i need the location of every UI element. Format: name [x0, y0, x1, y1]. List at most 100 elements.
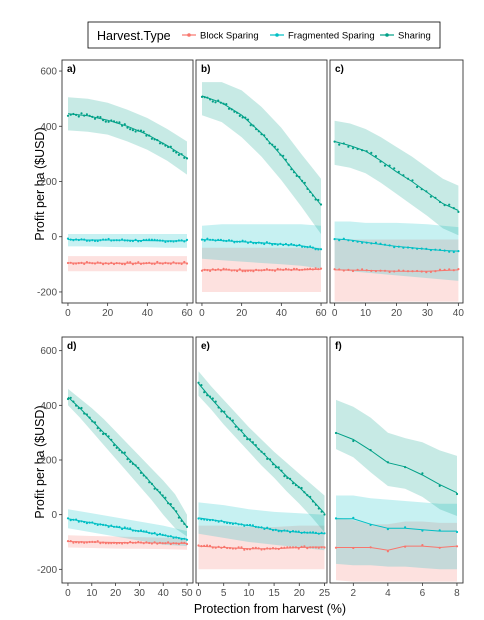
- point-block-sparing: [175, 262, 178, 265]
- point-block-sparing: [421, 544, 424, 547]
- point-fragmented-sparing: [244, 240, 247, 243]
- point-block-sparing: [290, 268, 293, 272]
- point-block-sparing: [280, 546, 283, 549]
- point-block-sparing: [169, 262, 172, 265]
- point-fragmented-sparing: [351, 239, 355, 243]
- point-fragmented-sparing: [443, 249, 446, 252]
- point-block-sparing: [236, 269, 239, 273]
- x-tick-label: 20: [110, 588, 122, 599]
- panel-label: e): [201, 341, 210, 352]
- point-fragmented-sparing: [306, 531, 309, 534]
- point-fragmented-sparing: [77, 238, 80, 242]
- point-sharing: [243, 434, 246, 437]
- x-tick-label: 0: [65, 308, 71, 319]
- point-block-sparing: [180, 541, 183, 544]
- point-sharing: [75, 404, 78, 407]
- point-sharing: [443, 204, 446, 207]
- point-sharing: [448, 203, 451, 206]
- point-block-sparing: [118, 541, 121, 545]
- x-tick-label: 15: [269, 588, 281, 599]
- point-sharing: [177, 153, 180, 156]
- point-sharing: [231, 419, 234, 422]
- point-sharing: [416, 185, 419, 189]
- point-sharing: [156, 139, 159, 142]
- point-fragmented-sparing: [246, 524, 249, 527]
- point-fragmented-sparing: [148, 238, 151, 241]
- point-sharing: [227, 107, 231, 110]
- point-block-sparing: [142, 542, 145, 545]
- point-block-sparing: [69, 261, 72, 264]
- point-sharing: [233, 110, 236, 113]
- point-sharing: [311, 500, 315, 503]
- point-fragmented-sparing: [260, 526, 263, 529]
- point-sharing: [139, 129, 143, 132]
- point-block-sparing: [150, 542, 153, 545]
- panel-border: [195, 59, 328, 304]
- point-block-sparing: [177, 542, 180, 546]
- point-sharing: [88, 416, 91, 419]
- point-sharing: [286, 476, 289, 480]
- point-sharing: [172, 507, 175, 510]
- point-fragmented-sparing: [301, 245, 304, 248]
- point-fragmented-sparing: [150, 532, 153, 535]
- point-block-sparing: [251, 547, 254, 550]
- point-fragmented-sparing: [77, 520, 80, 523]
- point-fragmented-sparing: [88, 521, 91, 524]
- point-fragmented-sparing: [145, 238, 148, 241]
- point-block-sparing: [145, 541, 148, 544]
- point-block-sparing: [404, 545, 407, 548]
- x-tick-label: 40: [158, 588, 170, 599]
- point-fragmented-sparing: [131, 529, 134, 532]
- point-sharing: [118, 121, 121, 124]
- point-block-sparing: [249, 269, 252, 272]
- point-block-sparing: [200, 269, 204, 272]
- point-fragmented-sparing: [234, 522, 237, 525]
- point-sharing: [104, 432, 107, 436]
- point-sharing: [342, 142, 345, 145]
- point-fragmented-sparing: [289, 531, 292, 534]
- point-fragmented-sparing: [91, 521, 94, 524]
- point-block-sparing: [374, 270, 377, 273]
- point-block-sparing: [289, 546, 292, 549]
- point-fragmented-sparing: [99, 239, 102, 242]
- point-sharing: [347, 145, 350, 148]
- point-sharing: [228, 417, 232, 420]
- point-sharing: [257, 130, 260, 133]
- point-fragmented-sparing: [200, 518, 203, 521]
- point-sharing: [169, 503, 172, 506]
- point-sharing: [383, 164, 387, 167]
- point-fragmented-sparing: [66, 237, 70, 240]
- point-fragmented-sparing: [107, 525, 110, 528]
- point-sharing: [102, 432, 105, 436]
- point-fragmented-sparing: [177, 239, 180, 242]
- point-block-sparing: [383, 269, 387, 272]
- point-block-sparing: [255, 268, 258, 271]
- point-fragmented-sparing: [129, 527, 132, 530]
- point-sharing: [317, 507, 320, 510]
- point-sharing: [209, 98, 212, 101]
- point-sharing: [246, 438, 249, 441]
- point-block-sparing: [137, 540, 140, 544]
- point-block-sparing: [72, 262, 75, 265]
- point-block-sparing: [369, 546, 372, 549]
- point-block-sparing: [370, 269, 373, 272]
- point-sharing: [225, 103, 228, 106]
- point-block-sparing: [211, 546, 214, 549]
- point-fragmented-sparing: [294, 530, 297, 533]
- point-block-sparing: [257, 269, 260, 272]
- point-fragmented-sparing: [397, 245, 400, 248]
- point-fragmented-sparing: [183, 537, 186, 540]
- point-sharing: [91, 115, 94, 118]
- point-sharing: [217, 406, 220, 409]
- point-fragmented-sparing: [66, 517, 70, 520]
- point-block-sparing: [158, 262, 162, 265]
- point-fragmented-sparing: [280, 530, 283, 533]
- point-block-sparing: [238, 268, 241, 271]
- point-block-sparing: [314, 267, 317, 270]
- point-sharing: [172, 149, 175, 153]
- point-block-sparing: [306, 547, 309, 550]
- point-block-sparing: [185, 542, 189, 546]
- point-sharing: [263, 452, 266, 455]
- point-fragmented-sparing: [283, 529, 286, 532]
- point-block-sparing: [356, 268, 359, 271]
